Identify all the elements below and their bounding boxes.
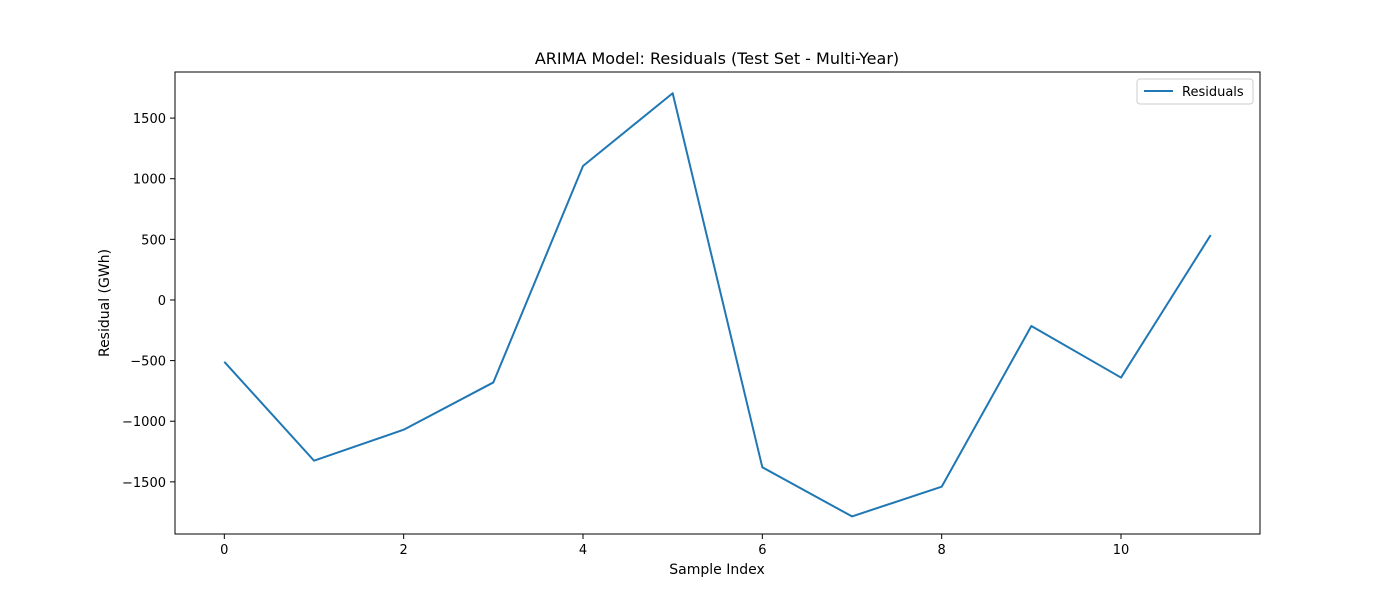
y-tick-label: 1500 (133, 112, 166, 127)
x-tick-label: 8 (938, 543, 946, 558)
plot-frame (174, 71, 1261, 535)
x-tick-label: 2 (400, 543, 408, 558)
y-axis-label: Residual (GWh) (97, 249, 113, 357)
legend: Residuals (1136, 78, 1254, 105)
y-axis: −1500 −1000 −500 0 500 1000 1500 (122, 112, 175, 491)
x-tick-label: 6 (758, 543, 766, 558)
legend-box (1136, 78, 1254, 105)
y-tick-label: −1500 (122, 476, 166, 491)
x-axis: 0 2 4 6 8 10 (220, 534, 1129, 558)
plot-area (174, 71, 1261, 535)
x-tick-label: 0 (220, 543, 228, 558)
x-tick-label: 4 (579, 543, 587, 558)
series-layer (223, 92, 1212, 518)
y-tick-label: −1000 (122, 415, 166, 430)
x-axis-label: Sample Index (669, 562, 764, 578)
y-tick-label: 1000 (133, 173, 166, 188)
x-tick-label: 10 (1113, 543, 1130, 558)
y-tick-label: 0 (158, 294, 166, 309)
y-tick-label: 500 (141, 233, 166, 248)
legend-label: Residuals (1182, 85, 1244, 100)
y-tick-label: −500 (130, 355, 166, 370)
chart-title: ARIMA Model: Residuals (Test Set - Multi… (535, 49, 899, 68)
series-line-residuals (223, 92, 1212, 518)
